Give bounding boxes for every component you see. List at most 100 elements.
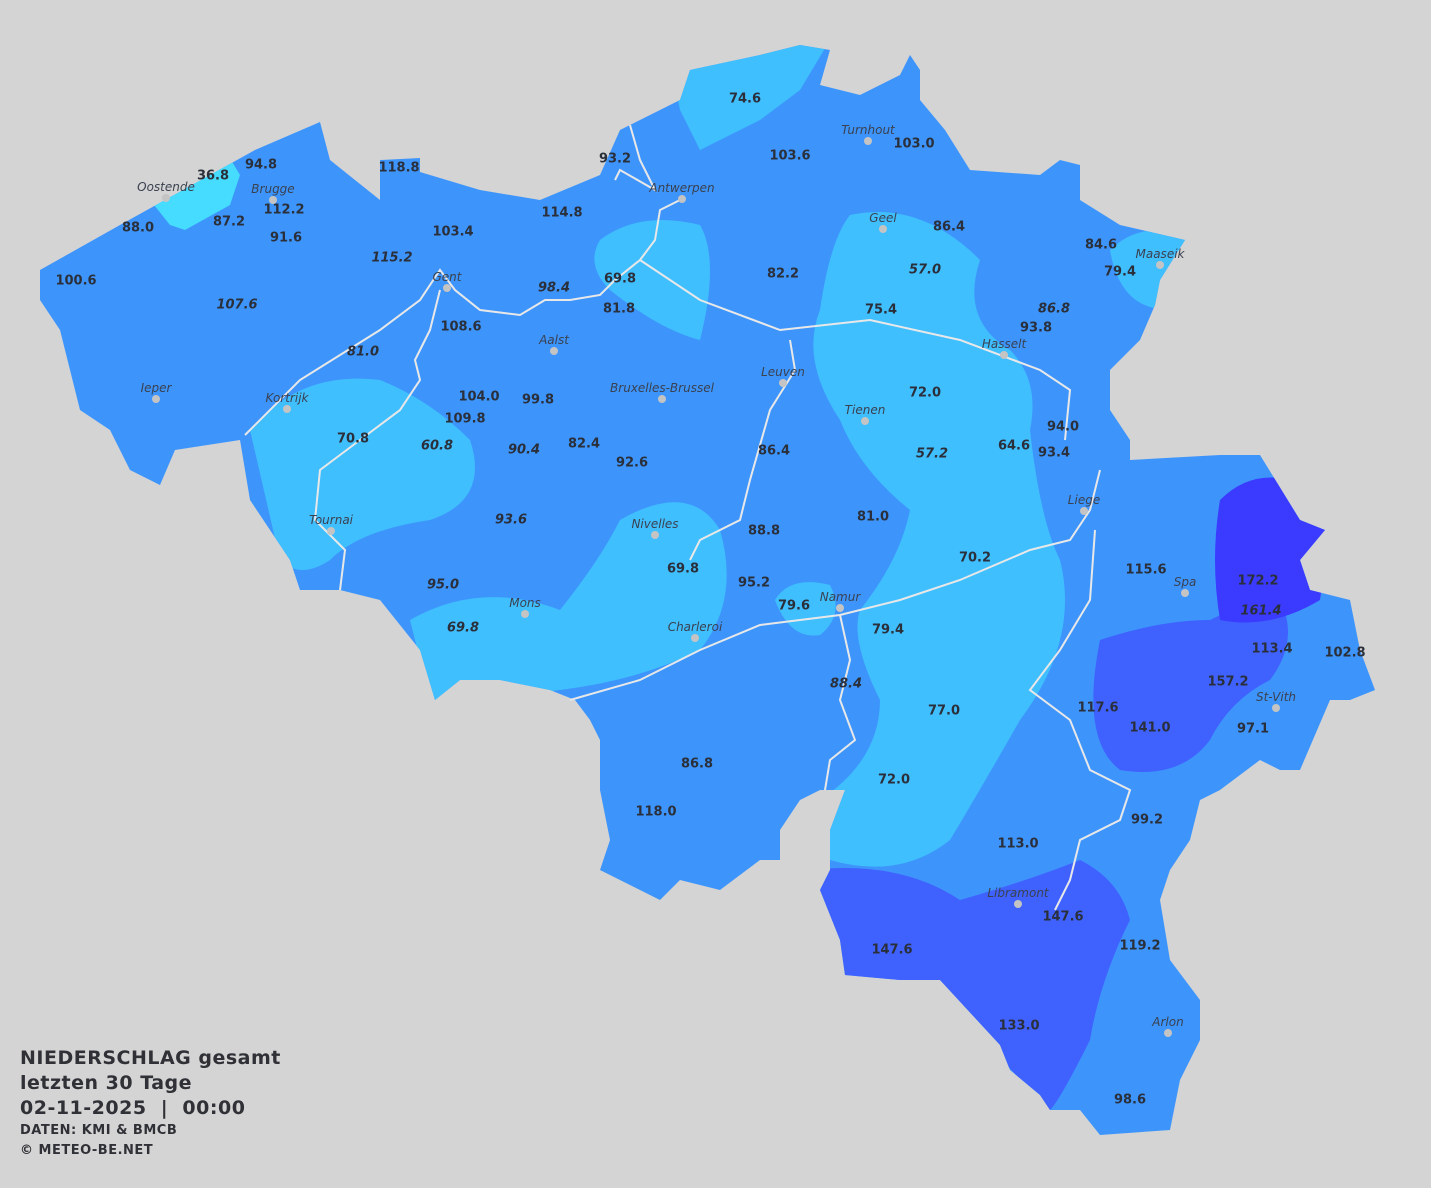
city-label: Kortrijk bbox=[266, 391, 310, 405]
city-dot-icon bbox=[1014, 900, 1022, 908]
city-dot-icon bbox=[1272, 704, 1280, 712]
city-dot-icon bbox=[658, 395, 666, 403]
city-dot-icon bbox=[152, 395, 160, 403]
station-value: 114.8 bbox=[541, 206, 582, 221]
station-value: 133.0 bbox=[998, 1019, 1039, 1034]
city-label: Liege bbox=[1068, 493, 1100, 507]
city-label: Bruxelles-Brussel bbox=[610, 381, 715, 395]
city-dot-icon bbox=[651, 531, 659, 539]
station-value: 109.8 bbox=[444, 412, 485, 427]
city-dot-icon bbox=[691, 634, 699, 642]
station-value: 95.2 bbox=[738, 576, 770, 591]
station-value: 147.6 bbox=[1042, 910, 1083, 925]
station-value: 90.4 bbox=[508, 443, 540, 458]
river-leie bbox=[313, 289, 441, 591]
city-hasselt: Hasselt bbox=[982, 337, 1028, 359]
city-label: Turnhout bbox=[841, 123, 896, 137]
city-dot-icon bbox=[779, 379, 787, 387]
city-arlon: Arlon bbox=[1151, 1015, 1184, 1037]
station-value: 98.6 bbox=[1114, 1093, 1146, 1108]
river-meuse-south bbox=[824, 614, 857, 791]
city-label: Nivelles bbox=[631, 517, 678, 531]
city-mons: Mons bbox=[509, 596, 541, 618]
city-dot-icon bbox=[327, 527, 335, 535]
station-value: 93.6 bbox=[495, 513, 527, 528]
city-st-vith: St-Vith bbox=[1256, 690, 1296, 712]
river-antwerp-docks bbox=[614, 124, 658, 193]
city-dot-icon bbox=[678, 195, 686, 203]
station-value: 99.2 bbox=[1131, 813, 1163, 828]
city-dot-icon bbox=[269, 196, 277, 204]
station-value: 147.6 bbox=[871, 943, 912, 958]
city-dot-icon bbox=[1000, 351, 1008, 359]
station-value: 86.4 bbox=[758, 444, 790, 459]
city-label: Leuven bbox=[761, 365, 805, 379]
city-dot-icon bbox=[1156, 261, 1164, 269]
city-label: Geel bbox=[869, 211, 897, 225]
station-value: 119.2 bbox=[1119, 939, 1160, 954]
zone-low-antwerpen bbox=[594, 220, 710, 340]
station-value: 172.2 bbox=[1237, 574, 1278, 589]
station-value: 93.2 bbox=[599, 152, 631, 167]
city-dot-icon bbox=[864, 137, 872, 145]
station-value: 57.2 bbox=[916, 447, 948, 462]
rivers bbox=[244, 124, 1132, 911]
station-value: 64.6 bbox=[998, 439, 1030, 454]
zone-low-hainaut-south bbox=[410, 502, 727, 700]
station-value: 104.0 bbox=[458, 390, 499, 405]
data-source: DATEN: KMI & BMCB bbox=[20, 1123, 178, 1138]
city-liege: Liege bbox=[1068, 493, 1100, 515]
station-value: 92.6 bbox=[616, 456, 648, 471]
copyright: © METEO-BE.NET bbox=[20, 1143, 154, 1158]
city-dot-icon bbox=[162, 194, 170, 202]
station-value: 86.8 bbox=[1038, 302, 1070, 317]
zone-high-east bbox=[1093, 600, 1288, 772]
station-value: 113.4 bbox=[1251, 642, 1292, 657]
station-value: 113.0 bbox=[997, 837, 1038, 852]
station-value: 102.8 bbox=[1324, 646, 1365, 661]
zone-low-antwerpen-north bbox=[670, 45, 830, 150]
map-legend: NIEDERSCHLAG gesamt letzten 30 Tage 02-1… bbox=[20, 1046, 281, 1161]
station-value: 86.8 bbox=[681, 757, 713, 772]
zone-low-west-hainaut bbox=[250, 378, 475, 570]
river-scheldt bbox=[244, 199, 681, 436]
city-charleroi: Charleroi bbox=[668, 620, 723, 642]
city-dot-icon bbox=[521, 610, 529, 618]
city-gent: Gent bbox=[433, 270, 463, 292]
city-label: Aalst bbox=[538, 333, 570, 347]
station-value: 107.6 bbox=[216, 298, 257, 313]
city-geel: Geel bbox=[869, 211, 897, 233]
city-label: Arlon bbox=[1151, 1015, 1183, 1029]
station-value: 93.4 bbox=[1038, 446, 1070, 461]
station-value: 84.6 bbox=[1085, 238, 1117, 253]
station-value: 88.8 bbox=[748, 524, 780, 539]
station-value: 91.6 bbox=[270, 231, 302, 246]
river-dijle bbox=[639, 259, 1072, 441]
city-antwerpen: Antwerpen bbox=[648, 181, 715, 203]
station-value: 69.8 bbox=[447, 621, 479, 636]
city-dot-icon bbox=[836, 604, 844, 612]
city-libramont: Libramont bbox=[987, 886, 1050, 908]
station-value: 95.0 bbox=[427, 578, 459, 593]
station-value: 72.0 bbox=[878, 773, 910, 788]
station-value: 118.0 bbox=[635, 805, 676, 820]
station-value: 57.0 bbox=[909, 263, 941, 278]
city-dot-icon bbox=[861, 417, 869, 425]
station-value: 82.2 bbox=[767, 267, 799, 282]
zone-low-central-east bbox=[813, 212, 1065, 867]
map-title: NIEDERSCHLAG gesamt bbox=[20, 1047, 281, 1069]
city-markers: Oostende Brugge Antwerpen Turnhout Geel Maase… bbox=[137, 123, 1296, 1037]
station-value: 117.6 bbox=[1077, 701, 1118, 716]
station-value: 103.4 bbox=[432, 225, 473, 240]
station-value: 74.6 bbox=[729, 92, 761, 107]
city-turnhout: Turnhout bbox=[841, 123, 896, 145]
city-label: Hasselt bbox=[982, 337, 1028, 351]
city-dot-icon bbox=[550, 347, 558, 355]
station-value: 70.2 bbox=[959, 551, 991, 566]
station-value: 75.4 bbox=[865, 303, 897, 318]
river-ourthe bbox=[1028, 529, 1132, 911]
map-datetime: 02-11-2025 | 00:00 bbox=[20, 1097, 246, 1119]
station-value: 69.8 bbox=[604, 272, 636, 287]
city-tienen: Tienen bbox=[845, 403, 885, 425]
